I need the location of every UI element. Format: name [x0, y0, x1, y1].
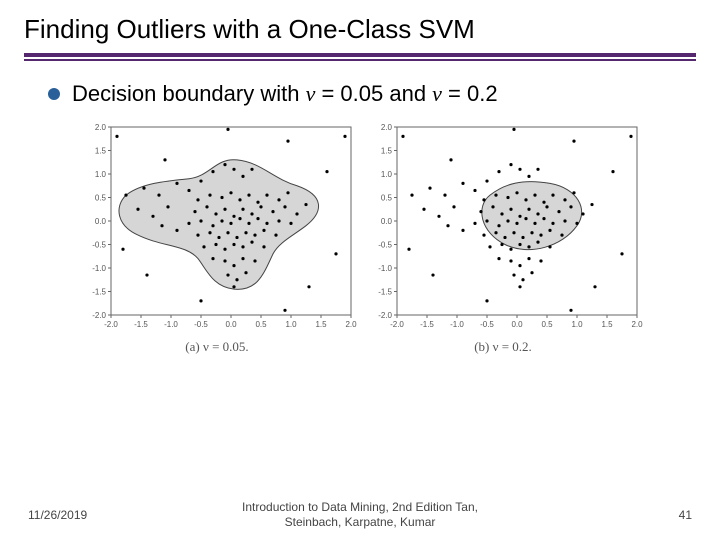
svg-text:0.5: 0.5 — [255, 320, 267, 329]
svg-text:1.0: 1.0 — [285, 320, 297, 329]
svg-text:1.0: 1.0 — [571, 320, 583, 329]
title-underline — [24, 53, 696, 61]
svg-text:1.0: 1.0 — [381, 170, 393, 179]
svg-text:-2.0: -2.0 — [378, 311, 392, 320]
svg-text:-1.0: -1.0 — [92, 264, 106, 273]
chart-b-caption: (b) ν = 0.2. — [474, 339, 532, 355]
svg-text:0.0: 0.0 — [381, 217, 393, 226]
svg-text:1.0: 1.0 — [95, 170, 107, 179]
svg-text:-0.5: -0.5 — [194, 320, 208, 329]
svg-text:-1.0: -1.0 — [450, 320, 464, 329]
svg-text:1.5: 1.5 — [95, 147, 107, 156]
chart-a-caption: (a) ν = 0.05. — [185, 339, 248, 355]
svg-text:2.0: 2.0 — [381, 123, 393, 132]
bullet-icon — [48, 88, 60, 100]
chart-a: -2.0 -1.5 -1.0 -0.5 0.0 0.5 1.0 1.5 2.0 -2.0 -1.5 -… — [77, 121, 357, 331]
svg-text:0.0: 0.0 — [95, 217, 107, 226]
svg-text:-2.0: -2.0 — [390, 320, 404, 329]
svg-text:1.5: 1.5 — [601, 320, 613, 329]
svg-text:2.0: 2.0 — [95, 123, 107, 132]
svg-text:-1.0: -1.0 — [378, 264, 392, 273]
chart-b: -2.0 -1.5 -1.0 -0.5 0.0 0.5 1.0 1.5 2.0 -2.0 -1.5 -… — [363, 121, 643, 331]
svg-text:0.0: 0.0 — [511, 320, 523, 329]
bullet-text: Decision boundary with ν = 0.05 and ν = … — [72, 81, 498, 107]
svg-text:-0.5: -0.5 — [92, 241, 106, 250]
footer-page: 41 — [572, 508, 692, 522]
svg-text:-1.5: -1.5 — [420, 320, 434, 329]
svg-text:2.0: 2.0 — [345, 320, 357, 329]
svg-text:-2.0: -2.0 — [92, 311, 106, 320]
bullet-row: Decision boundary with ν = 0.05 and ν = … — [0, 61, 720, 107]
footer-center: Introduction to Data Mining, 2nd Edition… — [148, 500, 572, 530]
svg-text:1.5: 1.5 — [315, 320, 327, 329]
footer: 11/26/2019 Introduction to Data Mining, … — [0, 500, 720, 530]
svg-text:-0.5: -0.5 — [480, 320, 494, 329]
svg-text:0.0: 0.0 — [225, 320, 237, 329]
svg-text:0.5: 0.5 — [381, 194, 393, 203]
chart-a-wrap: -2.0 -1.5 -1.0 -0.5 0.0 0.5 1.0 1.5 2.0 -2.0 -1.5 -… — [77, 121, 357, 355]
svg-text:2.0: 2.0 — [631, 320, 643, 329]
slide-title: Finding Outliers with a One-Class SVM — [0, 0, 720, 53]
charts-container: -2.0 -1.5 -1.0 -0.5 0.0 0.5 1.0 1.5 2.0 -2.0 -1.5 -… — [0, 121, 720, 355]
svg-text:-2.0: -2.0 — [104, 320, 118, 329]
svg-text:-1.5: -1.5 — [134, 320, 148, 329]
footer-date: 11/26/2019 — [28, 508, 148, 522]
chart-b-wrap: -2.0 -1.5 -1.0 -0.5 0.0 0.5 1.0 1.5 2.0 -2.0 -1.5 -… — [363, 121, 643, 355]
svg-text:-1.0: -1.0 — [164, 320, 178, 329]
svg-text:1.5: 1.5 — [381, 147, 393, 156]
svg-text:-1.5: -1.5 — [378, 288, 392, 297]
svg-text:-1.5: -1.5 — [92, 288, 106, 297]
svg-text:0.5: 0.5 — [541, 320, 553, 329]
svg-text:-0.5: -0.5 — [378, 241, 392, 250]
svg-text:0.5: 0.5 — [95, 194, 107, 203]
